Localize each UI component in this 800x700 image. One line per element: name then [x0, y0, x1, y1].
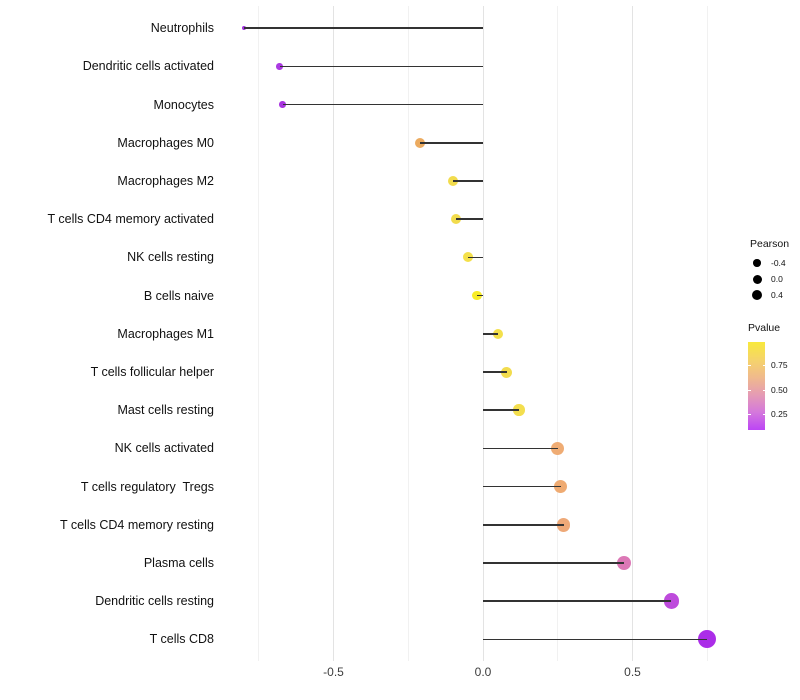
x-gridline-minor — [258, 6, 260, 661]
x-tick-label: 0.0 — [474, 665, 492, 679]
legend-size-key-label: -0.4 — [771, 258, 786, 268]
lollipop-stem — [243, 27, 483, 29]
pvalue-bar-tick-left — [748, 414, 751, 415]
y-axis-label: Dendritic cells resting — [95, 594, 214, 609]
pvalue-tick-label: 0.50 — [771, 385, 788, 395]
lollipop-dot — [698, 630, 717, 649]
legend-size-key-dot — [752, 274, 762, 284]
y-axis-label: Macrophages M1 — [117, 326, 214, 341]
x-tick-label: -0.5 — [323, 665, 344, 679]
y-axis-label: Macrophages M0 — [117, 135, 214, 150]
x-gridline-minor — [407, 6, 409, 661]
lollipop-dot — [551, 441, 565, 455]
y-axis-label: T cells CD4 memory resting — [60, 517, 214, 532]
pvalue-bar-tick-left — [748, 390, 751, 391]
lollipop-stem — [279, 65, 483, 68]
lollipop-stem — [483, 562, 624, 564]
lollipop-dot — [663, 593, 680, 609]
legend-pearson-title: Pearson — [750, 238, 790, 250]
y-axis-label: T cells regulatory Tregs — [80, 479, 214, 494]
y-axis-label: T cells CD4 memory activated — [47, 212, 215, 227]
pvalue-tick-label: 0.75 — [771, 360, 788, 370]
y-axis-label: Neutrophils — [150, 21, 214, 36]
pvalue-bar-tick-left — [748, 365, 751, 366]
lollipop-dot — [501, 366, 513, 378]
y-axis-label: Monocytes — [153, 97, 214, 112]
lollipop-stem — [456, 218, 483, 220]
y-axis-label: Dendritic cells activated — [82, 59, 214, 74]
pvalue-bar-tick-right — [762, 414, 765, 415]
pvalue-tick-label: 0.25 — [771, 409, 788, 419]
lollipop-stem — [483, 371, 507, 373]
lollipop-stem — [483, 409, 519, 411]
y-axis-label: Plasma cells — [143, 556, 214, 570]
x-gridline-major — [632, 6, 633, 661]
lollipop-dot — [492, 328, 504, 340]
legend-size-key-label: 0.4 — [771, 290, 783, 300]
y-axis-label: NK cells activated — [114, 441, 214, 456]
lollipop-dot — [556, 518, 571, 532]
lollipop-stem — [483, 638, 708, 641]
y-axis-label: NK cells resting — [127, 250, 214, 265]
legend-size-key-dot — [751, 289, 763, 301]
lollipop-stem — [483, 600, 672, 602]
lollipop-stem — [468, 256, 483, 259]
lollipop-stem — [483, 333, 498, 335]
y-axis-label: B cells naive — [143, 288, 214, 303]
legend-pvalue-title: Pvalue — [748, 322, 781, 334]
lollipop-stem — [420, 142, 483, 144]
lollipop-stem — [483, 485, 561, 488]
x-gridline-minor — [557, 6, 559, 661]
legend-size-key-dot — [753, 259, 761, 267]
pvalue-gradient-bar — [748, 342, 765, 430]
y-axis-label: Mast cells resting — [117, 403, 214, 418]
lollipop-stem — [477, 294, 483, 297]
pvalue-bar-tick-right — [762, 365, 765, 366]
lollipop-dot — [513, 404, 525, 416]
x-gridline-minor — [706, 6, 708, 661]
lollipop-stem — [483, 447, 558, 450]
legend-size-key-label: 0.0 — [771, 274, 783, 284]
x-tick-label: 0.5 — [624, 665, 641, 679]
lollipop-stem — [483, 524, 564, 526]
pvalue-bar-tick-right — [762, 390, 765, 391]
x-gridline-major — [333, 6, 334, 661]
y-axis-label: Macrophages M2 — [117, 174, 214, 188]
lollipop-dot — [616, 556, 631, 570]
y-axis-label: T cells follicular helper — [90, 365, 214, 379]
y-axis-label: T cells CD8 — [149, 632, 214, 647]
lollipop-stem — [282, 103, 483, 106]
lollipop-stem — [453, 180, 483, 182]
lollipop-dot — [554, 480, 568, 494]
